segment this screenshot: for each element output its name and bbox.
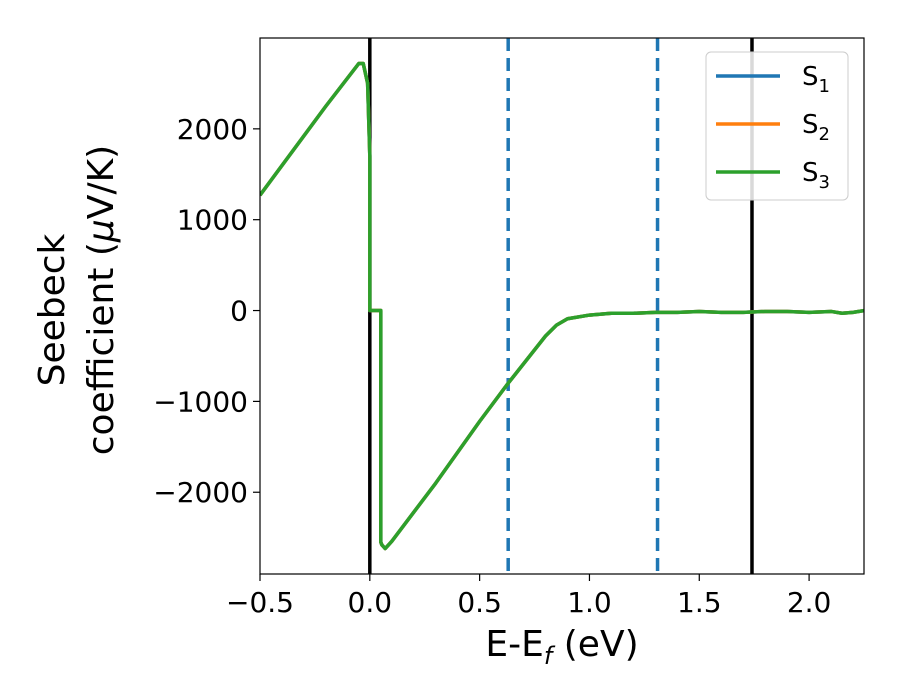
x-axis-label-tail: (eV) bbox=[552, 624, 638, 665]
y-tick-label: 2000 bbox=[177, 113, 248, 146]
y-axis-ticks: −2000 −1000 0 1000 2000 bbox=[153, 113, 260, 509]
legend: S1 S2 S3 bbox=[705, 51, 849, 201]
x-tick-label: 2.0 bbox=[787, 586, 832, 619]
y-axis-label-pre: coefficient ( bbox=[81, 242, 122, 455]
series-line-3 bbox=[260, 61, 864, 551]
legend-label-1: S1 bbox=[802, 62, 830, 97]
x-axis-label-main: E-E bbox=[485, 624, 543, 665]
x-tick-label: 1.0 bbox=[567, 586, 612, 619]
legend-label-3: S3 bbox=[802, 158, 830, 193]
y-tick-label: −2000 bbox=[153, 476, 248, 509]
x-tick-label: 1.5 bbox=[677, 586, 722, 619]
data-series bbox=[260, 61, 864, 551]
plot-frame bbox=[259, 37, 865, 575]
x-axis-label: E-Ef (eV) bbox=[485, 624, 638, 670]
legend-label-2: S2 bbox=[802, 110, 830, 145]
x-tick-label: 0.0 bbox=[348, 586, 393, 619]
x-tick-label: −0.5 bbox=[226, 586, 294, 619]
y-tick-label: −1000 bbox=[153, 385, 248, 418]
y-tick-label: 0 bbox=[230, 295, 248, 328]
y-axis-label-line2: coefficient (μV/K) bbox=[81, 145, 122, 455]
y-axis-label-line1: Seebeck bbox=[32, 233, 73, 386]
y-axis-label: Seebeck coefficient (μV/K) bbox=[32, 145, 122, 455]
y-tick-label: 1000 bbox=[177, 204, 248, 237]
legend-box bbox=[705, 51, 849, 201]
y-axis-label-mu: μ bbox=[81, 219, 122, 243]
x-tick-label: 0.5 bbox=[457, 586, 502, 619]
x-axis-ticks: −0.5 0.0 0.5 1.0 1.5 2.0 bbox=[226, 574, 831, 619]
y-axis-label-post: V/K) bbox=[81, 145, 122, 219]
